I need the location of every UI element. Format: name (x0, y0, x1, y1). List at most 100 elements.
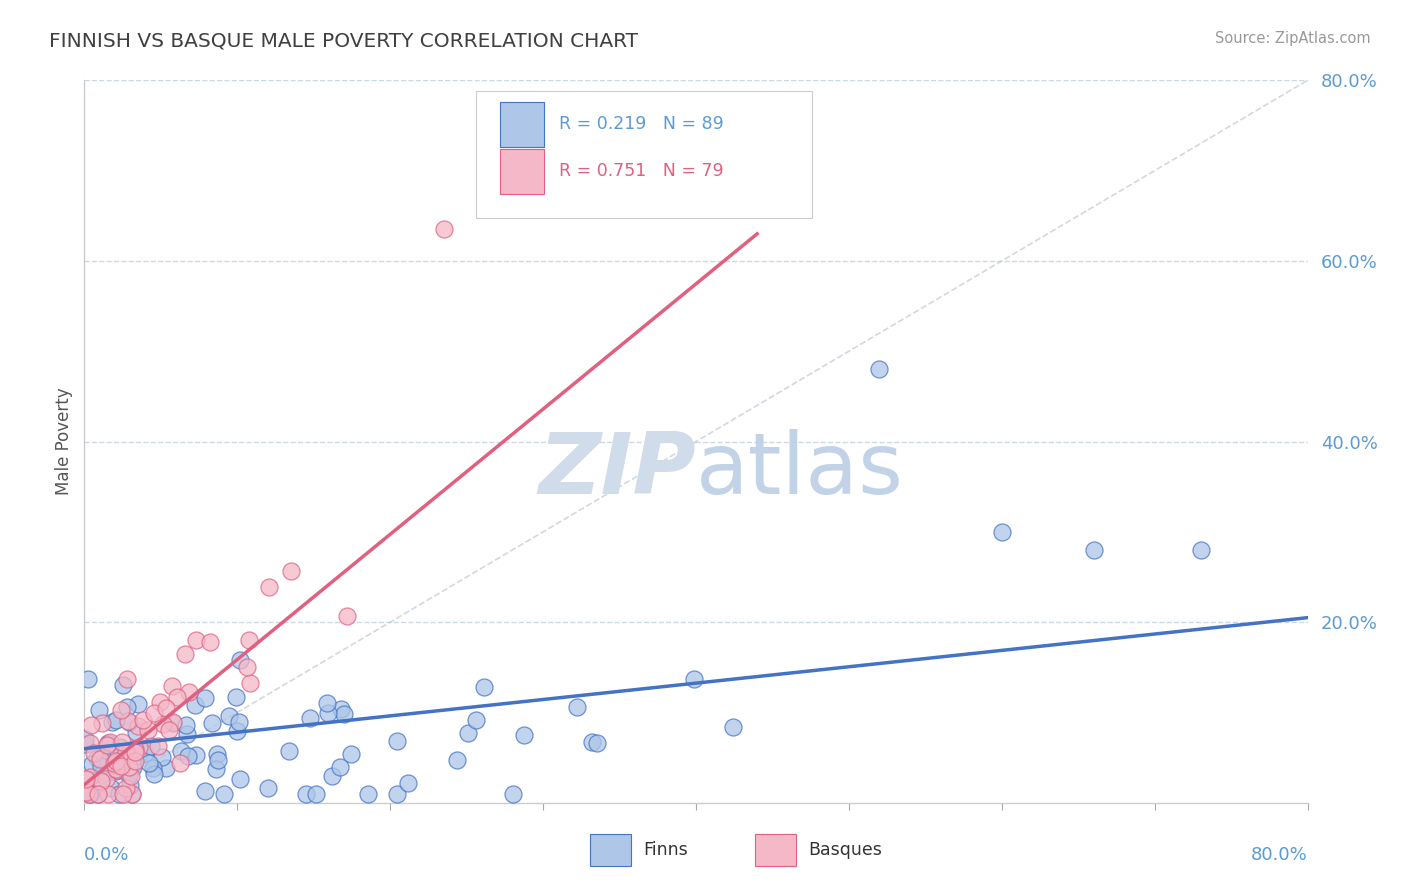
Point (105, 763, 128, 777)
Point (98, 735, 121, 749)
Point (869, 362, 891, 376)
Point (79, 787, 101, 801)
Point (207, 753, 229, 767)
Point (117, 768, 139, 782)
Point (205, 747, 228, 762)
Point (79, 736, 101, 750)
Point (142, 761, 165, 775)
Point (75, 785, 97, 799)
Text: atlas: atlas (696, 429, 904, 512)
Point (316, 706, 339, 720)
Point (721, 721, 744, 735)
Point (155, 701, 177, 715)
Point (105, 713, 128, 727)
Point (321, 769, 343, 783)
Text: ZIP: ZIP (538, 429, 696, 512)
FancyBboxPatch shape (501, 102, 544, 147)
Point (80, 718, 103, 732)
Point (170, 744, 193, 758)
Point (111, 734, 134, 748)
Point (128, 739, 150, 754)
Point (105, 764, 128, 778)
Point (108, 787, 131, 801)
Point (472, 680, 495, 694)
Text: FINNISH VS BASQUE MALE POVERTY CORRELATION CHART: FINNISH VS BASQUE MALE POVERTY CORRELATI… (49, 31, 638, 50)
Point (336, 609, 359, 624)
Point (385, 787, 408, 801)
Point (229, 772, 252, 786)
Point (97, 735, 120, 749)
Point (991, 524, 1014, 539)
Point (118, 714, 141, 729)
Point (94, 772, 117, 786)
Point (257, 580, 280, 594)
Y-axis label: Male Poverty: Male Poverty (55, 388, 73, 495)
Point (104, 762, 127, 776)
Point (86, 750, 108, 764)
Point (111, 678, 134, 692)
Point (239, 676, 262, 690)
Point (229, 652, 252, 666)
Point (169, 756, 191, 770)
Point (83, 747, 105, 761)
FancyBboxPatch shape (589, 834, 631, 865)
Point (513, 728, 536, 742)
Point (87, 787, 110, 801)
Point (162, 715, 184, 730)
Point (214, 787, 236, 801)
Point (75, 772, 97, 786)
Point (357, 787, 380, 801)
Point (90, 759, 112, 773)
Point (124, 754, 146, 768)
Point (1083, 542, 1105, 557)
Text: R = 0.219   N = 89: R = 0.219 N = 89 (560, 115, 724, 133)
Point (433, 222, 456, 236)
Point (218, 709, 240, 723)
Point (142, 706, 165, 720)
Point (127, 718, 149, 732)
Point (457, 726, 479, 740)
Text: 80.0%: 80.0% (1251, 847, 1308, 864)
Text: 0.0%: 0.0% (84, 847, 129, 864)
Point (124, 745, 146, 759)
Point (87, 787, 110, 801)
Point (115, 744, 138, 758)
Point (502, 787, 524, 801)
Point (160, 679, 183, 693)
Point (162, 715, 184, 730)
Point (132, 713, 155, 727)
Point (127, 697, 149, 711)
Point (198, 634, 221, 648)
Point (398, 776, 420, 790)
Point (117, 714, 139, 728)
Point (149, 695, 172, 709)
Point (120, 769, 142, 783)
Point (1189, 542, 1212, 557)
Point (464, 713, 486, 727)
Point (100, 780, 122, 795)
Point (89, 703, 111, 717)
Point (236, 660, 259, 674)
Point (184, 747, 207, 762)
Point (238, 632, 260, 647)
Point (177, 685, 200, 699)
Point (101, 715, 124, 730)
FancyBboxPatch shape (501, 149, 544, 194)
Point (105, 754, 128, 768)
Point (280, 564, 302, 578)
Point (91, 750, 114, 764)
Point (142, 766, 165, 780)
Point (112, 749, 135, 764)
Point (111, 787, 134, 801)
Point (205, 762, 228, 776)
Point (121, 787, 143, 801)
Point (124, 725, 146, 739)
Point (77, 784, 100, 798)
Point (91, 715, 114, 730)
Point (97, 787, 120, 801)
Point (176, 727, 198, 741)
Text: Finns: Finns (644, 841, 688, 859)
Point (121, 787, 143, 801)
Point (77, 786, 100, 800)
Point (114, 781, 136, 796)
